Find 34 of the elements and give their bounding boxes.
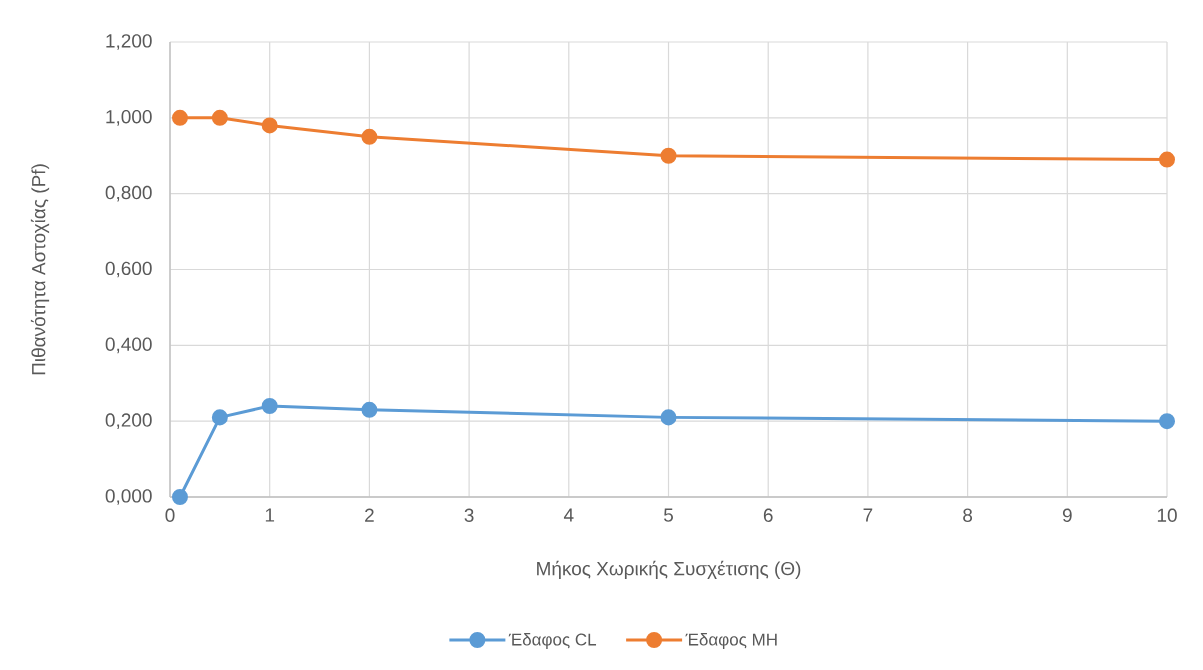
x-tick-label: 5 <box>663 508 673 522</box>
y-tick-label: 0,200 <box>105 413 152 430</box>
point <box>660 147 677 164</box>
x-tick-label: 10 <box>1157 508 1177 522</box>
x-tick-label: 1 <box>265 508 275 522</box>
point <box>211 409 228 426</box>
x-axis-title: Μήκος Χωρικής Συσχέτισης (Θ) <box>537 560 801 580</box>
x-tick-label: 3 <box>464 508 474 522</box>
point <box>171 489 188 505</box>
y-tick-label: 1,000 <box>106 109 152 126</box>
legend-label: Έδαφος MH <box>685 633 777 649</box>
point <box>361 128 378 145</box>
x-tick-label: 0 <box>165 508 175 522</box>
point <box>1159 151 1176 168</box>
x-tick-label: 2 <box>365 508 374 522</box>
point <box>261 117 278 134</box>
x-tick-label: 7 <box>863 508 873 522</box>
point <box>361 401 378 418</box>
legend-label: Έδαφος CL <box>508 633 597 649</box>
y-tick-label: 0,400 <box>105 337 152 354</box>
point <box>171 109 188 126</box>
y-tick-label: 0,600 <box>105 261 152 278</box>
point <box>660 409 677 426</box>
x-tick-label: 8 <box>963 508 973 522</box>
x-tick-label: 6 <box>763 508 773 522</box>
point <box>211 109 228 126</box>
y-tick-label: 0,000 <box>105 489 152 505</box>
x-tick-label: 9 <box>1062 508 1072 522</box>
y-tick-label: 0,800 <box>105 185 152 202</box>
x-tick-label: 4 <box>563 508 574 522</box>
point <box>1159 413 1176 430</box>
point <box>261 398 278 414</box>
y-axis-title: Πιθανότητα Αστοχίας (Pf) <box>30 164 50 375</box>
y-tick-label: 1,200 <box>106 34 152 50</box>
